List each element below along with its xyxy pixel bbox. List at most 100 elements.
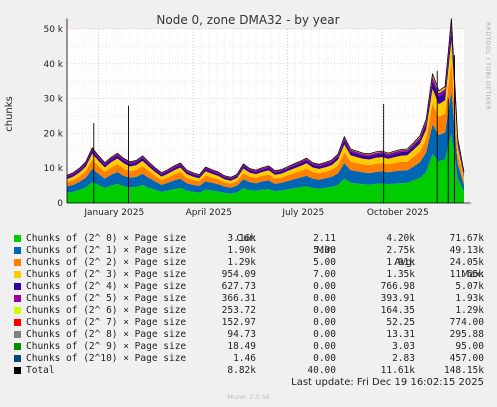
legend-avg: 393.91 — [380, 293, 415, 304]
legend-min: 40.00 — [307, 365, 336, 376]
legend-min: 0.00 — [313, 341, 336, 352]
legend-header: Cur: Min: Avg: Max: — [0, 221, 497, 280]
legend-swatch — [14, 319, 21, 326]
chart-title: Node 0, zone DMA32 - by year — [156, 13, 339, 27]
legend-max: 95.00 — [455, 341, 484, 352]
legend-series-name: Total — [26, 365, 55, 376]
legend-row: Total 8.82k 40.00 11.61k 148.15k — [0, 365, 497, 377]
rrdtool-credit: RRDTOOL / TOBI OETIKER — [484, 22, 491, 110]
legend-header-avg: Avg: — [394, 257, 415, 268]
legend-avg: 3.03 — [392, 341, 415, 352]
legend-cur: 954.09 — [221, 269, 256, 280]
legend-avg: 2.75k — [386, 245, 415, 256]
legend-avg: 11.61k — [380, 365, 415, 376]
chart: Node 0, zone DMA32 - by year chunks RRDT… — [4, 13, 491, 218]
legend-max: 1.93k — [455, 293, 484, 304]
legend-series-name: Chunks of (2^ 2) × Page size — [26, 257, 187, 268]
area-series — [67, 133, 464, 203]
legend-swatch — [14, 235, 21, 242]
legend-cur: 152.97 — [221, 317, 256, 328]
legend-avg: 766.98 — [380, 281, 415, 292]
legend-cur: 94.73 — [227, 329, 256, 340]
legend-swatch — [14, 295, 21, 302]
legend-swatch — [14, 331, 21, 338]
x-axis-arrow — [468, 201, 472, 205]
legend-min: 0.00 — [313, 353, 336, 364]
legend-row: Chunks of (2^ 1) × Page size 1.90k 5.00 2.7… — [0, 245, 497, 257]
legend-max: 5.07k — [455, 281, 484, 292]
legend-avg: 1.35k — [386, 269, 415, 280]
legend-cur: 8.82k — [227, 365, 256, 376]
legend-cur: 1.29k — [227, 257, 256, 268]
y-tick-label: 30 k — [43, 95, 63, 105]
legend-cur: 3.16k — [227, 233, 256, 244]
legend-cur: 366.31 — [221, 293, 256, 304]
legend-avg: 1.91k — [386, 257, 415, 268]
legend-max: 71.67k — [449, 233, 484, 244]
legend-min: 7.00 — [313, 269, 336, 280]
y-tick-label: 10 k — [43, 164, 63, 174]
legend-row: Chunks of (2^ 9) × Page size 18.49 0.00 3.0… — [0, 341, 497, 353]
total-line — [66, 18, 465, 178]
legend-series-name: Chunks of (2^ 9) × Page size — [26, 341, 187, 352]
legend-series-name: Chunks of (2^ 1) × Page size — [26, 245, 187, 256]
legend-max: 1.29k — [455, 305, 484, 316]
area-series — [67, 61, 464, 188]
legend-min: 0.00 — [313, 305, 336, 316]
legend-avg: 4.20k — [386, 233, 415, 244]
stacked-areas — [66, 18, 465, 203]
y-tick-label: 0 — [57, 199, 63, 209]
area-series — [67, 40, 464, 184]
legend-max: 11.65k — [449, 269, 484, 280]
legend-min: 0.00 — [313, 317, 336, 328]
legend-min: 0.00 — [313, 293, 336, 304]
legend-avg: 52.25 — [386, 317, 415, 328]
legend-series-name: Chunks of (2^ 0) × Page size — [26, 233, 187, 244]
legend-min: 0.00 — [313, 281, 336, 292]
legend-row: Chunks of (2^ 6) × Page size 253.72 0.00 16… — [0, 305, 497, 317]
y-tick-label: 40 k — [43, 60, 63, 70]
legend-header-max: Max: — [461, 269, 484, 280]
x-tick-label: October 2025 — [367, 208, 429, 218]
legend-max: 24.05k — [449, 257, 484, 268]
legend-series-name: Chunks of (2^ 7) × Page size — [26, 317, 187, 328]
legend-row: Chunks of (2^ 3) × Page size 954.09 7.00 1.… — [0, 269, 497, 281]
legend-series-name: Chunks of (2^ 4) × Page size — [26, 281, 187, 292]
legend-max: 457.00 — [449, 353, 484, 364]
x-tick-label: April 2025 — [186, 208, 232, 218]
legend-row: Chunks of (2^ 0) × Page size 3.16k 2.11 4.2… — [0, 233, 497, 245]
legend-header-cur: Cur: — [236, 233, 256, 244]
legend-series-name: Chunks of (2^ 5) × Page size — [26, 293, 187, 304]
legend-avg: 13.31 — [386, 329, 415, 340]
y-axis-arrow — [65, 17, 69, 21]
legend-header-min: Min: — [315, 245, 336, 256]
legend-min: 5.00 — [313, 257, 336, 268]
legend-swatch — [14, 367, 21, 374]
x-tick-label: July 2025 — [281, 208, 324, 218]
y-tick-label: 20 k — [43, 129, 63, 139]
legend-row: Chunks of (2^ 5) × Page size 366.31 0.00 39… — [0, 293, 497, 305]
area-series — [67, 90, 464, 194]
legend-min: 0.00 — [313, 329, 336, 340]
legend-series-name: Chunks of (2^10) × Page size — [26, 353, 187, 364]
legend-swatch — [14, 271, 21, 278]
legend-swatch — [14, 355, 21, 362]
legend-row: Chunks of (2^ 8) × Page size 94.73 0.00 13.… — [0, 329, 497, 341]
legend-max: 49.13k — [449, 245, 484, 256]
legend-series-name: Chunks of (2^ 3) × Page size — [26, 269, 187, 280]
legend-max: 148.15k — [443, 365, 484, 376]
area-series — [67, 28, 464, 181]
legend-max: 774.00 — [449, 317, 484, 328]
legend-row: Chunks of (2^ 2) × Page size 1.29k 5.00 1.9… — [0, 257, 497, 269]
legend-cur: 627.73 — [221, 281, 256, 292]
legend-series-name: Chunks of (2^ 8) × Page size — [26, 329, 187, 340]
x-tick-label: January 2025 — [83, 208, 144, 218]
legend-min: 2.11 — [313, 233, 336, 244]
legend-max: 295.88 — [449, 329, 484, 340]
legend-row: Chunks of (2^ 4) × Page size 627.73 0.00 76… — [0, 281, 497, 293]
legend-series-name: Chunks of (2^ 6) × Page size — [26, 305, 187, 316]
legend-swatch — [14, 283, 21, 290]
legend-avg: 164.35 — [380, 305, 415, 316]
last-update: Last update: Fri Dec 19 16:02:15 2025 — [291, 377, 484, 388]
legend-cur: 253.72 — [221, 305, 256, 316]
